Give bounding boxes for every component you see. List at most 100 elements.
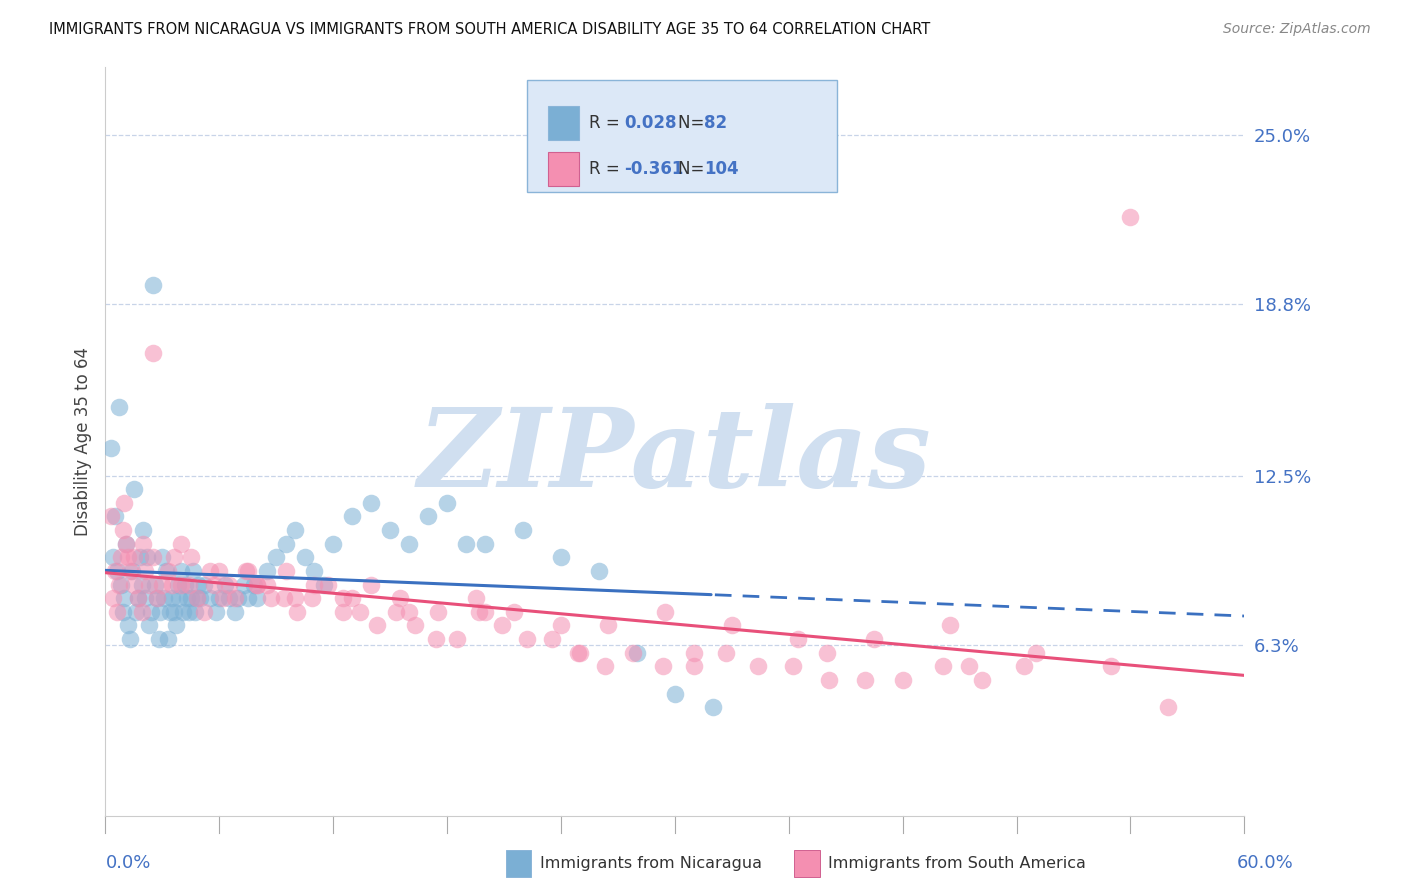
Point: [626, 646, 648, 660]
Point: [136, 550, 159, 565]
Text: ZIPatlas: ZIPatlas: [418, 403, 932, 510]
Point: [122, 577, 145, 591]
Text: -0.361: -0.361: [624, 160, 683, 178]
Point: [512, 523, 534, 537]
Point: [224, 591, 246, 606]
Point: [198, 591, 221, 606]
Point: [284, 523, 307, 537]
Point: [107, 577, 129, 591]
Point: [105, 564, 128, 578]
Point: [259, 591, 281, 606]
Point: [169, 591, 191, 606]
Point: [218, 591, 240, 606]
Point: [224, 605, 246, 619]
Point: [138, 618, 160, 632]
Point: [120, 632, 142, 646]
Point: [702, 700, 724, 714]
Point: [122, 550, 145, 565]
Point: [180, 550, 202, 565]
Point: [516, 632, 538, 646]
Point: [398, 537, 420, 551]
Point: [787, 632, 810, 646]
Point: [198, 564, 221, 578]
Point: [114, 496, 135, 510]
Point: [163, 605, 186, 619]
Point: [170, 577, 193, 591]
Point: [177, 605, 200, 619]
Point: [714, 646, 737, 660]
Point: [111, 605, 134, 619]
Point: [246, 577, 269, 591]
Point: [176, 591, 198, 606]
Point: [166, 577, 188, 591]
Point: [101, 550, 124, 565]
Point: [132, 523, 155, 537]
Point: [235, 564, 257, 578]
Point: [148, 632, 170, 646]
Point: [181, 564, 204, 578]
Point: [340, 509, 363, 524]
Point: [388, 591, 411, 606]
Point: [426, 605, 449, 619]
Point: [117, 550, 139, 565]
Point: [149, 605, 172, 619]
Point: [115, 537, 138, 551]
Point: [114, 591, 135, 606]
Text: 82: 82: [704, 113, 727, 132]
Point: [125, 605, 148, 619]
Point: [474, 537, 496, 551]
Point: [540, 632, 562, 646]
Point: [100, 509, 122, 524]
Point: [817, 673, 839, 687]
Point: [939, 618, 962, 632]
Point: [598, 618, 620, 632]
Point: [815, 646, 838, 660]
Point: [273, 591, 295, 606]
Point: [145, 591, 167, 606]
Point: [721, 618, 744, 632]
Point: [214, 577, 236, 591]
Point: [284, 591, 307, 606]
Point: [863, 632, 886, 646]
Point: [122, 482, 145, 496]
Point: [588, 564, 610, 578]
Point: [957, 659, 980, 673]
Point: [193, 605, 215, 619]
Point: [1024, 646, 1046, 660]
Text: N=: N=: [678, 113, 709, 132]
Point: [104, 564, 127, 578]
Point: [349, 605, 371, 619]
Point: [155, 564, 177, 578]
Point: [621, 646, 644, 660]
Point: [782, 659, 804, 673]
Point: [204, 605, 226, 619]
Point: [652, 659, 675, 673]
Point: [101, 591, 124, 606]
Point: [134, 591, 156, 606]
Point: [107, 401, 129, 415]
Text: 104: 104: [704, 160, 740, 178]
Point: [301, 591, 323, 606]
Point: [332, 591, 354, 606]
Point: [105, 605, 128, 619]
Point: [304, 564, 326, 578]
Point: [256, 564, 278, 578]
Point: [264, 550, 288, 565]
Point: [180, 591, 202, 606]
Point: [418, 509, 440, 524]
Point: [183, 605, 205, 619]
Point: [121, 564, 143, 578]
Point: [550, 618, 572, 632]
Point: [274, 564, 297, 578]
Point: [1099, 659, 1122, 673]
Text: Immigrants from Nicaragua: Immigrants from Nicaragua: [540, 856, 762, 871]
Point: [132, 537, 155, 551]
Text: 0.028: 0.028: [624, 113, 676, 132]
Point: [104, 509, 127, 524]
Point: [170, 537, 193, 551]
Point: [404, 618, 426, 632]
Point: [593, 659, 616, 673]
Point: [172, 605, 194, 619]
Point: [332, 605, 354, 619]
Point: [340, 591, 363, 606]
